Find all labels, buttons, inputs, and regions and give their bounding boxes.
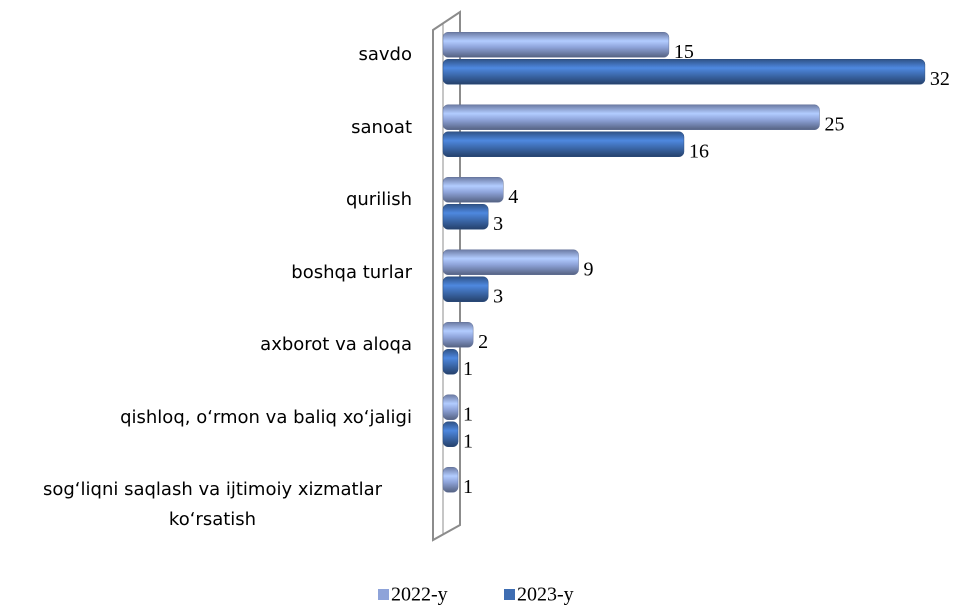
value-label: 15 (674, 41, 694, 63)
legend-swatch (378, 589, 389, 600)
value-label: 2 (478, 331, 488, 353)
legend-label: 2022-y (391, 584, 448, 606)
category-label: boshqa turlar (291, 261, 412, 283)
bar (442, 131, 685, 157)
value-label: 1 (463, 403, 473, 425)
category-label: savdo (358, 44, 413, 66)
value-label: 32 (930, 68, 950, 90)
value-label: 16 (689, 140, 709, 162)
bar (442, 177, 504, 203)
bar (442, 249, 579, 275)
bar (442, 349, 459, 375)
legend-swatch (504, 589, 515, 600)
bar (442, 59, 926, 85)
bar (442, 322, 474, 348)
bar (442, 104, 820, 130)
value-label: 4 (508, 186, 518, 208)
bar (442, 204, 489, 230)
category-label: sog‘liqni saqlash va ijtimoiy xizmatlar … (42, 479, 382, 531)
value-label: 25 (825, 113, 845, 135)
legend-label: 2023-y (517, 584, 574, 606)
value-label: 3 (493, 213, 503, 235)
value-label: 1 (463, 358, 473, 380)
category-label: axborot va aloqa (260, 334, 412, 356)
bar (442, 467, 459, 493)
category-label: qishloq, o‘rmon va baliq xo‘jaligi (120, 406, 412, 428)
value-label: 1 (463, 430, 473, 452)
bar (442, 394, 459, 420)
axis-wall (432, 10, 461, 542)
value-label: 9 (584, 258, 594, 280)
value-label: 3 (493, 285, 503, 307)
bar (442, 276, 489, 302)
category-label: qurilish (345, 189, 412, 211)
category-label: sanoat (351, 116, 412, 138)
bar (442, 421, 459, 447)
bar (442, 32, 670, 58)
value-label: 1 (463, 476, 473, 498)
